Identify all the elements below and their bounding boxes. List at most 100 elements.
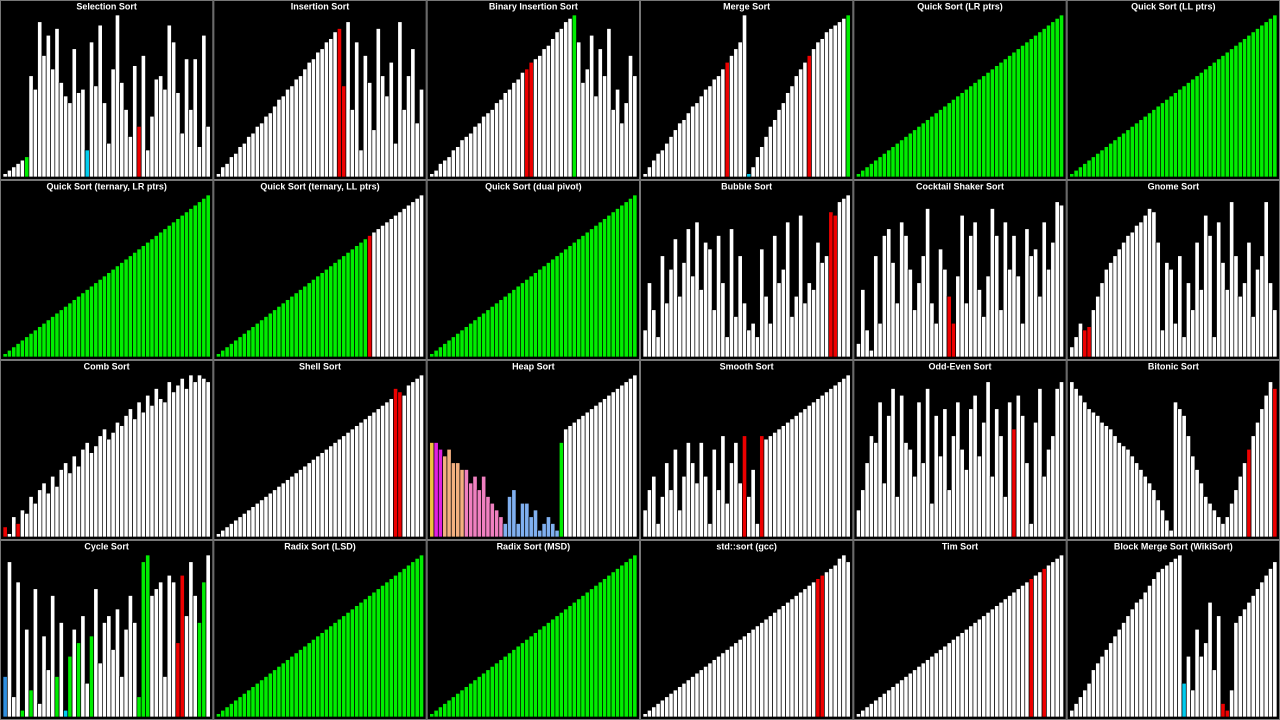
bar	[197, 622, 203, 718]
bar	[1203, 496, 1209, 538]
bar	[345, 432, 351, 538]
bar	[397, 571, 403, 718]
bar	[929, 502, 935, 538]
bar	[1086, 326, 1092, 358]
bar	[933, 112, 939, 178]
bar	[597, 221, 603, 358]
bar	[28, 689, 34, 718]
bar	[981, 75, 987, 178]
bar	[860, 709, 866, 718]
bar	[541, 625, 547, 718]
bar	[1216, 516, 1222, 538]
bar	[593, 95, 599, 178]
bar	[541, 48, 547, 178]
bar	[32, 329, 38, 358]
bar	[132, 418, 138, 538]
bar	[571, 241, 577, 358]
bar	[515, 78, 521, 178]
bar	[237, 146, 243, 178]
bar	[1024, 581, 1030, 718]
bar	[358, 241, 364, 358]
bar	[1103, 425, 1109, 538]
bar	[1177, 408, 1183, 538]
bar	[406, 384, 412, 538]
bar	[528, 275, 534, 358]
bar	[729, 55, 735, 178]
bar	[955, 401, 961, 538]
bar	[1112, 139, 1118, 178]
bar	[367, 595, 373, 718]
bar	[815, 241, 821, 358]
bar	[720, 282, 726, 358]
bar	[437, 346, 443, 358]
bar	[1020, 415, 1026, 538]
bar	[367, 235, 373, 358]
bar	[1082, 163, 1088, 178]
bar	[179, 574, 185, 718]
bar	[6, 349, 12, 358]
bar	[1259, 255, 1265, 358]
bar	[97, 435, 103, 538]
bar	[855, 343, 862, 358]
bar	[703, 666, 709, 718]
bar	[1237, 41, 1243, 178]
bar	[841, 198, 847, 358]
bar	[642, 509, 648, 538]
bar	[384, 401, 390, 538]
bar	[959, 214, 965, 358]
bar	[681, 262, 687, 358]
bar	[37, 21, 43, 178]
bar	[1185, 282, 1191, 358]
bar	[703, 241, 709, 358]
bar	[1185, 655, 1191, 718]
bar	[920, 462, 926, 538]
bar	[1077, 166, 1083, 178]
bar	[293, 292, 299, 358]
bar	[224, 706, 230, 718]
bar	[468, 132, 474, 178]
bar	[1160, 102, 1166, 178]
bar	[558, 442, 564, 538]
bar	[323, 268, 329, 358]
bar	[37, 489, 43, 538]
bar	[963, 628, 969, 718]
bar	[220, 166, 226, 178]
bar	[19, 509, 25, 538]
bar	[341, 85, 347, 178]
bar	[1125, 129, 1131, 178]
bar	[323, 448, 329, 538]
bar	[336, 438, 342, 538]
bar	[472, 679, 478, 718]
bar	[532, 632, 539, 718]
bar	[798, 591, 804, 718]
bar	[1220, 523, 1226, 538]
bar	[550, 618, 556, 718]
bar	[119, 262, 125, 358]
bar	[1147, 585, 1153, 718]
bar	[828, 568, 834, 718]
bar	[860, 169, 866, 178]
bar	[664, 142, 670, 178]
bar	[951, 322, 957, 358]
bar	[153, 588, 159, 718]
bar	[1250, 31, 1256, 178]
bar	[58, 82, 64, 178]
bar	[1220, 262, 1226, 358]
bar	[1086, 408, 1092, 538]
bar	[545, 262, 551, 358]
bar	[380, 75, 386, 178]
bar	[254, 322, 260, 358]
bar	[899, 679, 905, 718]
bar	[267, 492, 273, 538]
bar	[789, 598, 795, 718]
bar	[733, 316, 739, 358]
bar	[520, 502, 526, 538]
bar	[802, 61, 808, 178]
bar	[1090, 411, 1096, 538]
bar	[293, 78, 299, 178]
bar	[197, 201, 203, 358]
bar	[1015, 275, 1021, 358]
bar	[623, 561, 629, 718]
bar	[951, 435, 957, 538]
bar	[890, 388, 896, 538]
